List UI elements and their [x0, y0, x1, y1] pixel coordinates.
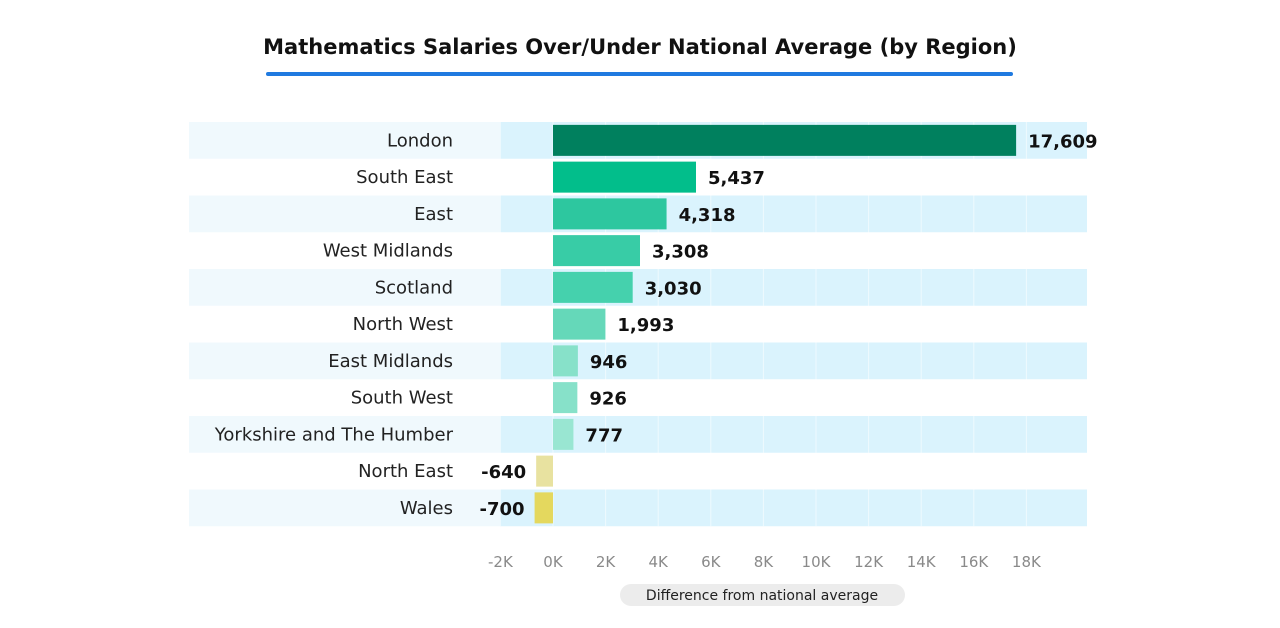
value-label: 3,030: [645, 278, 702, 299]
bar: [534, 492, 553, 524]
bar: [553, 198, 667, 230]
x-tick-label: 0K: [543, 553, 564, 571]
category-label: London: [387, 130, 453, 151]
x-tick-label: 16K: [959, 553, 989, 571]
value-label: 4,318: [679, 205, 736, 226]
title-underline: [266, 72, 1013, 76]
value-label: 17,609: [1028, 131, 1097, 152]
category-label: North West: [353, 314, 453, 335]
category-label: North East: [358, 461, 453, 482]
value-label: 926: [589, 389, 627, 410]
category-label: Yorkshire and The Humber: [214, 424, 454, 445]
row-band-label: [189, 269, 500, 306]
value-label: -700: [480, 499, 525, 520]
row-band-label: [189, 342, 500, 380]
row-band-plot: [500, 342, 1087, 380]
category-label: Scotland: [375, 277, 453, 298]
value-label: 5,437: [708, 168, 765, 189]
x-tick-label: 12K: [854, 553, 884, 571]
bar: [553, 124, 1017, 156]
value-label: -640: [481, 462, 526, 483]
bar: [553, 418, 574, 450]
x-axis-ticks: -2K 0K 2K 4K 6K 8K 10K 12K 14K 16K 18K: [488, 553, 1042, 571]
value-label: 777: [585, 425, 623, 446]
category-labels: London South East East West Midlands Scotlan…: [214, 130, 454, 519]
x-tick-label: -2K: [488, 553, 514, 571]
bar: [553, 271, 633, 303]
category-label: East: [414, 204, 453, 225]
value-label: 946: [590, 352, 628, 373]
bar: [553, 382, 578, 414]
category-label: West Midlands: [323, 241, 453, 262]
x-tick-label: 10K: [802, 553, 832, 571]
bar: [553, 345, 578, 377]
chart-title: Mathematics Salaries Over/Under National…: [263, 35, 1017, 59]
row-band-plot: [500, 416, 1087, 453]
category-label: East Midlands: [328, 351, 453, 372]
row-band-label: [189, 195, 500, 233]
x-tick-label: 6K: [701, 553, 722, 571]
category-label: Wales: [400, 498, 453, 519]
row-band-label: [189, 489, 500, 527]
x-tick-label: 14K: [907, 553, 937, 571]
x-axis-label: Difference from national average: [646, 588, 878, 604]
bar: [553, 308, 606, 340]
value-label: 1,993: [617, 315, 674, 336]
x-tick-label: 4K: [649, 553, 670, 571]
category-label: South East: [356, 167, 453, 188]
row-band-label: [189, 416, 500, 453]
bars: [534, 124, 1017, 524]
bar: [553, 235, 641, 267]
bar: [536, 455, 553, 487]
value-label: 3,308: [652, 242, 709, 263]
value-labels: 17,609 5,437 4,318 3,308 3,030 1,993 946 926 777…: [480, 131, 1098, 520]
bar: [553, 161, 696, 193]
x-tick-label: 8K: [754, 553, 775, 571]
x-tick-label: 18K: [1012, 553, 1042, 571]
x-tick-label: 2K: [596, 553, 617, 571]
row-band-plot: [500, 489, 1087, 527]
row-band-label: [189, 122, 500, 159]
x-axis-label-pill: [620, 584, 905, 606]
category-label: South West: [351, 388, 453, 409]
